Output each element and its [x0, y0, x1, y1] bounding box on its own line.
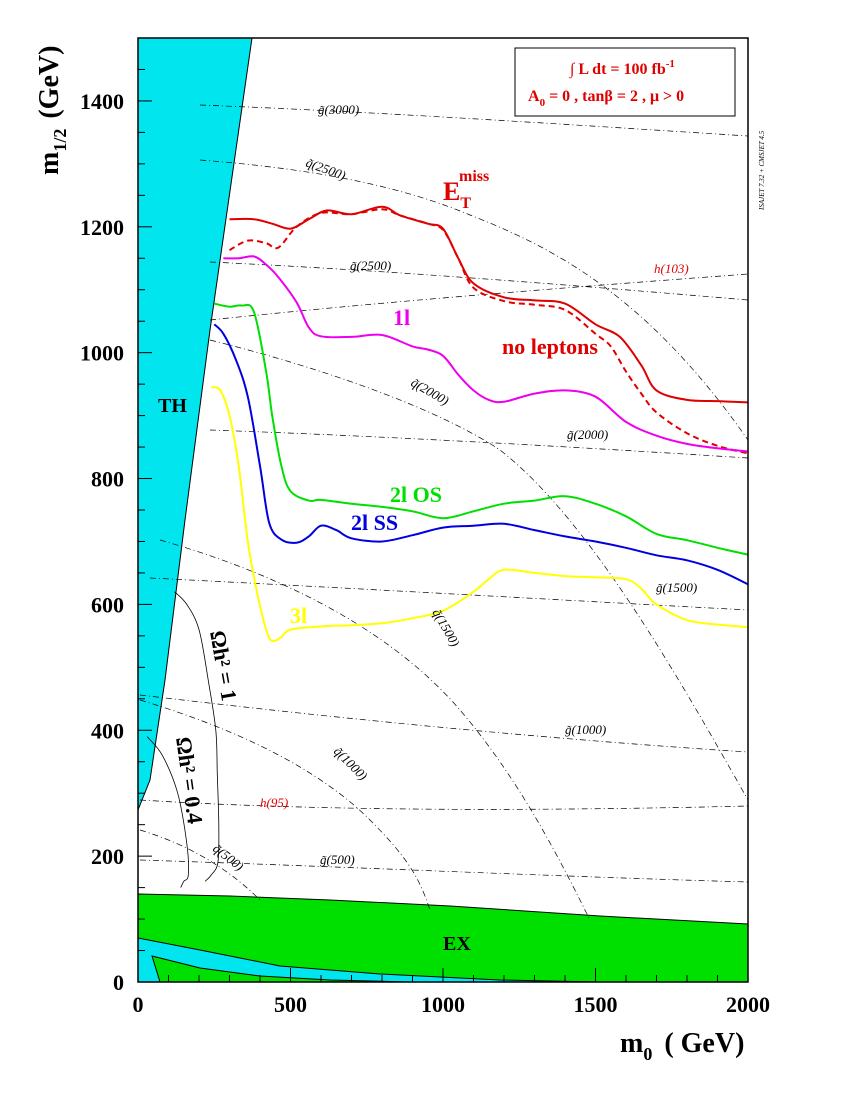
relic-contour-1: [146, 736, 189, 888]
th-region: [138, 38, 253, 811]
1l-label: 1l: [393, 305, 410, 330]
series-line-2l-ss: [213, 323, 748, 586]
x-tick-label: 2000: [726, 992, 770, 1017]
ex-region-label: EX: [443, 933, 471, 955]
series-line-no-leptons: [229, 208, 748, 455]
gluino-2000-label: g̃(2000): [567, 427, 608, 442]
3l-label: 3l: [290, 603, 307, 628]
reach-curves: [210, 205, 748, 643]
gluino-1500-label: g̃(1500): [656, 580, 697, 595]
ex-region: [138, 893, 748, 982]
2l-ss-label: 2l SS: [351, 510, 398, 535]
legend-box: ∫ L dt = 100 fb-1 A0 = 0 , tanβ = 2 , μ …: [514, 47, 736, 117]
y-tick-label: 400: [91, 718, 124, 743]
x-axis-title: m0( GeV): [620, 1028, 744, 1064]
side-note: ISAJET 7.32 + CMSJET 4.5: [758, 130, 766, 211]
gluino-500-contour: [139, 859, 748, 883]
gluino-2500-contour: [209, 261, 748, 301]
y-tick-label: 1400: [80, 89, 124, 114]
plot-area: [138, 38, 748, 982]
gluino-3000-label: g̃(3000): [318, 102, 359, 117]
x-tick-label: 1000: [421, 992, 465, 1017]
th-region-label: TH: [158, 395, 187, 417]
y-tick-label: 800: [91, 467, 124, 492]
higgs-103-contour: [209, 273, 748, 321]
legend-line-2: A0 = 0 , tanβ = 2 , μ > 0: [528, 88, 684, 109]
ex-inner-cyan-region: [138, 937, 601, 982]
2l-os-label: 2l OS: [390, 482, 442, 507]
series-line-3l: [210, 386, 748, 643]
squark-500-contour: [139, 829, 261, 901]
series-line-1l: [223, 255, 748, 453]
y-tick-label: 600: [91, 592, 124, 617]
higgs-95-contour: [139, 799, 748, 810]
gluino-2500-label: g̃(2500): [350, 258, 391, 273]
squark-2000-contour: [209, 339, 748, 801]
y-tick-label: 0: [113, 970, 124, 995]
y-axis-ticks: 0 200 400 600 800 1000 1200 1400: [80, 37, 152, 995]
squark-1000-contour: [139, 699, 431, 911]
x-tick-label: 1500: [574, 992, 618, 1017]
ex-inner-green-region: [151, 955, 411, 982]
etmiss-label: ETmiss: [443, 168, 489, 212]
gluino-1000-label: g̃(1000): [565, 722, 606, 737]
x-tick-label: 0: [133, 992, 144, 1017]
higgs-95-label: h(95): [260, 795, 288, 810]
gluino-1000-contour: [139, 694, 748, 753]
relic-contours: [146, 591, 220, 888]
no-leptons-label: no leptons: [502, 334, 598, 359]
gluino-2000-contour: [209, 429, 748, 459]
x-axis-ticks: 0 500 1000 1500 2000: [133, 968, 770, 1017]
y-axis-title: m1/2(GeV): [34, 46, 70, 175]
y-tick-label: 200: [91, 844, 124, 869]
gluino-3000-contour: [199, 104, 748, 137]
series-line-2l-os: [214, 302, 748, 556]
y-tick-label: 1000: [80, 341, 124, 366]
x-tick-label: 500: [274, 992, 307, 1017]
gluino-500-label: g̃(500): [320, 852, 355, 867]
relic-contour-0: [174, 591, 220, 882]
iso-mass-contours: [139, 104, 748, 921]
higgs-103-label: h(103): [654, 261, 689, 276]
squark-1500-contour: [159, 539, 591, 921]
squark-2500-contour: [199, 159, 748, 441]
series-line-e-t-miss: [229, 205, 748, 404]
gluino-1500-contour: [149, 577, 748, 611]
legend-line-1: ∫ L dt = 100 fb-1: [569, 58, 675, 79]
y-tick-label: 1200: [80, 215, 124, 240]
